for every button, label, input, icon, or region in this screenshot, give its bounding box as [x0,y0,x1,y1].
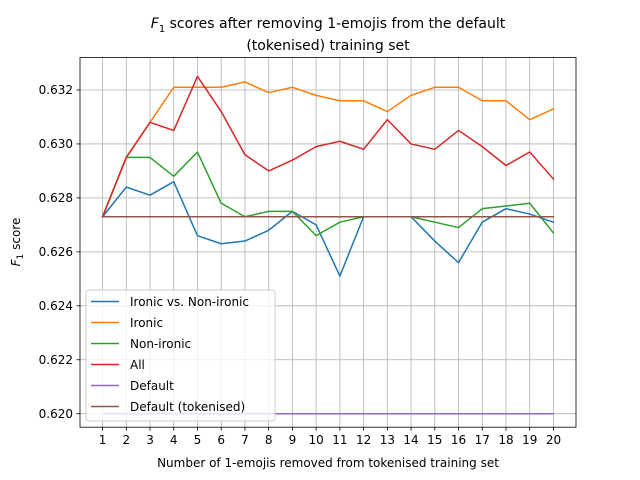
x-tick-label: 15 [427,433,442,447]
legend-label-default: Default [130,379,174,393]
y-tick-label: 0.624 [39,299,73,313]
x-tick-label: 4 [170,433,178,447]
y-axis-ticks: 0.620 0.622 0.624 0.626 0.628 0.630 0.632 [39,83,80,421]
legend-items: Ironic vs. Non-ironic Ironic Non-ironic All… [91,295,249,414]
x-tick-label: 20 [546,433,561,447]
x-tick-label: 11 [332,433,347,447]
x-tick-label: 6 [217,433,225,447]
x-tick-label: 9 [289,433,297,447]
legend-label-all: All [130,358,145,372]
x-axis-label: Number of 1-emojis removed from tokenise… [157,456,499,470]
series-line-non-ironic [101,151,555,237]
y-tick-label: 0.630 [39,137,73,151]
chart-title-line2: (tokenised) training set [246,38,410,54]
legend-label-ironic: Ironic [130,316,163,330]
y-tick-label: 0.622 [39,353,73,367]
x-tick-label: 12 [356,433,371,447]
legend-box [85,289,276,422]
x-tick-label: 7 [241,433,249,447]
y-tick-label: 0.620 [39,407,73,421]
x-tick-label: 3 [146,433,154,447]
legend: Ironic vs. Non-ironic Ironic Non-ironic All… [85,289,276,422]
chart-title-line1: F1 scores after removing 1-emojis from t… [151,16,506,35]
legend-label-ironic-vs-non-ironic: Ironic vs. Non-ironic [130,295,249,309]
legend-label-default-tokenised: Default (tokenised) [130,400,245,414]
x-tick-label: 2 [122,433,130,447]
series-line-all [101,75,555,218]
y-tick-label: 0.632 [39,83,73,97]
series-line-ironic [101,81,555,218]
x-tick-label: 18 [498,433,513,447]
series-line-ironic-vs-non-ironic [101,180,555,277]
x-tick-label: 17 [475,433,490,447]
x-tick-label: 1 [99,433,107,447]
x-tick-label: 8 [265,433,273,447]
x-tick-label: 10 [308,433,323,447]
y-tick-label: 0.626 [39,245,73,259]
x-axis-ticks: 1 2 3 4 5 6 7 8 9 10 11 12 13 14 15 16 17 18 19 20 [99,427,561,447]
x-tick-label: 14 [403,433,418,447]
y-axis-label: F1 score [9,218,26,267]
y-tick-label: 0.628 [39,191,73,205]
x-tick-label: 19 [522,433,537,447]
x-tick-label: 5 [194,433,202,447]
plot-frame [79,57,577,428]
x-tick-label: 16 [451,433,466,447]
legend-label-non-ironic: Non-ironic [130,337,191,351]
x-tick-label: 13 [380,433,395,447]
